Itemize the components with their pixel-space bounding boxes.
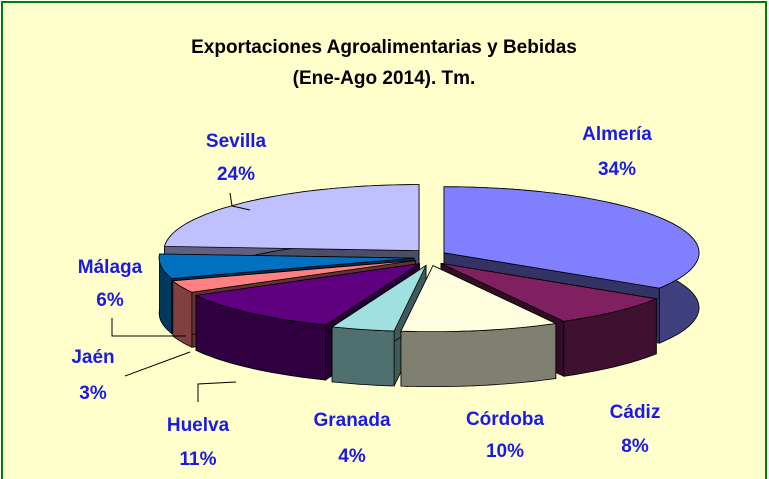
- value-label: 10%: [486, 441, 524, 462]
- slice-wall: [331, 326, 395, 387]
- slice-top: [171, 260, 416, 293]
- slice-top: [158, 253, 415, 279]
- value-label: 3%: [79, 383, 107, 404]
- chart-title: Exportaciones Agroalimentarias y Bebidas: [191, 37, 577, 58]
- value-label: 8%: [621, 436, 649, 457]
- slice-label: Huelva: [167, 415, 230, 436]
- leader-line: [111, 318, 186, 337]
- value-label: 6%: [96, 290, 124, 311]
- slice-top: [443, 186, 700, 289]
- slice: [400, 264, 558, 387]
- leader-line: [124, 351, 191, 377]
- slice-top: [400, 265, 558, 332]
- slice-label: Almería: [582, 124, 652, 145]
- slice-label: Granada: [313, 410, 391, 431]
- slice-label: Sevilla: [206, 131, 267, 152]
- chart-subtitle: (Ene-Ago 2014). Tm.: [293, 68, 476, 89]
- slice-label: Jaén: [71, 347, 114, 368]
- value-label: 11%: [180, 449, 217, 470]
- value-label: 4%: [338, 446, 366, 467]
- slice-label: Cádiz: [610, 402, 661, 423]
- slice-label: Córdoba: [466, 409, 545, 430]
- leader-line: [197, 381, 237, 402]
- slice-top: [330, 264, 427, 332]
- slice-top: [164, 184, 420, 252]
- value-label: 24%: [217, 164, 255, 185]
- slice-top: [194, 263, 420, 326]
- slice-wall: [400, 323, 557, 387]
- value-label: 34%: [598, 159, 636, 180]
- leader-line: [229, 192, 251, 211]
- pie: [158, 184, 700, 387]
- slice-label: Málaga: [78, 257, 143, 278]
- slice-top: [440, 263, 658, 322]
